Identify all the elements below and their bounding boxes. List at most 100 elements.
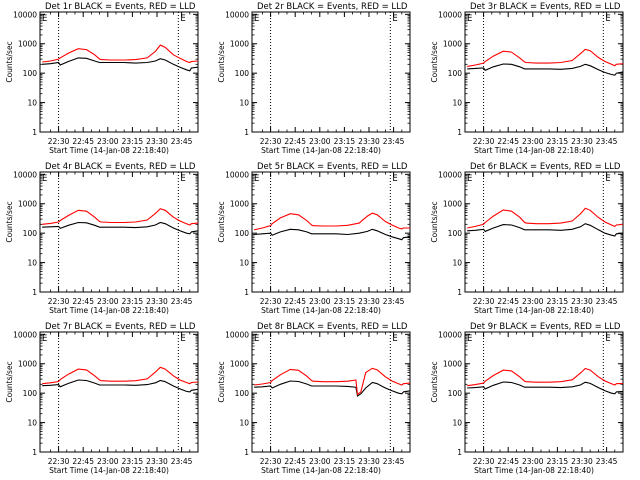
series-events-line bbox=[467, 63, 624, 76]
event-marker: E bbox=[180, 334, 185, 344]
series-lld-line bbox=[42, 208, 199, 226]
x-tick-label: 23:45 bbox=[171, 297, 193, 306]
x-axis-label: Start Time (14-Jan-08 22:18:40) bbox=[49, 306, 169, 315]
y-tick-label: 10 bbox=[27, 419, 37, 428]
x-tick-label: 23:30 bbox=[146, 137, 168, 146]
series-lld-line bbox=[42, 44, 199, 64]
y-tick-label: 100 bbox=[23, 69, 38, 78]
chart-title: Det 3r BLACK = Events, RED = LLD bbox=[470, 2, 621, 12]
y-tick-label: 1000 bbox=[443, 40, 462, 49]
x-tick-label: 22:30 bbox=[260, 457, 282, 466]
y-tick-label: 1 bbox=[244, 448, 249, 457]
x-tick-label: 23:45 bbox=[383, 137, 405, 146]
chart-title: Det 2r BLACK = Events, RED = LLD bbox=[257, 2, 408, 12]
x-axis-label: Start Time (14-Jan-08 22:18:40) bbox=[474, 146, 594, 155]
event-marker: E bbox=[42, 334, 47, 344]
x-tick-label: 23:30 bbox=[571, 137, 593, 146]
series-events-line bbox=[42, 379, 199, 393]
x-tick-label: 22:30 bbox=[48, 457, 70, 466]
y-tick-label: 10 bbox=[452, 419, 462, 428]
x-tick-label: 23:30 bbox=[358, 457, 380, 466]
y-tick-label: 1000 bbox=[18, 40, 37, 49]
y-tick-label: 100 bbox=[448, 69, 463, 78]
y-tick-label: 10000 bbox=[438, 330, 462, 339]
series-lld-line bbox=[467, 48, 624, 67]
x-tick-label: 23:45 bbox=[171, 457, 193, 466]
x-tick-label: 23:00 bbox=[97, 457, 119, 466]
y-tick-label: 10 bbox=[239, 99, 249, 108]
x-tick-label: 23:00 bbox=[522, 297, 544, 306]
y-tick-label: 1 bbox=[32, 448, 37, 457]
y-tick-label: 10000 bbox=[13, 10, 37, 19]
x-tick-label: 23:30 bbox=[358, 137, 380, 146]
y-axis-label: Counts/sec bbox=[430, 361, 439, 402]
x-tick-label: 23:30 bbox=[571, 457, 593, 466]
x-tick-label: 23:15 bbox=[334, 457, 356, 466]
series-events-line bbox=[42, 221, 199, 235]
event-marker: E bbox=[605, 174, 610, 184]
x-tick-label: 23:30 bbox=[146, 457, 168, 466]
chart-panel-9: Det 9r BLACK = Events, RED = LLD 1 10 100 10… bbox=[430, 322, 624, 475]
y-tick-label: 1 bbox=[457, 128, 462, 137]
y-tick-label: 10000 bbox=[13, 170, 37, 179]
y-tick-label: 10 bbox=[452, 99, 462, 108]
chart-title: Det 7r BLACK = Events, RED = LLD bbox=[45, 322, 196, 332]
series-events-line bbox=[467, 223, 624, 237]
x-tick-label: 22:45 bbox=[72, 137, 94, 146]
y-axis-label: Counts/sec bbox=[5, 361, 14, 402]
x-tick-label: 23:45 bbox=[596, 297, 618, 306]
y-tick-label: 100 bbox=[448, 389, 463, 398]
y-tick-label: 1000 bbox=[18, 360, 37, 369]
y-axis-label: Counts/sec bbox=[5, 201, 14, 242]
y-tick-label: 10 bbox=[239, 419, 249, 428]
series-lld-line bbox=[467, 207, 624, 229]
y-axis-label: Counts/sec bbox=[217, 361, 226, 402]
x-tick-label: 23:15 bbox=[122, 457, 144, 466]
x-tick-label: 23:15 bbox=[334, 297, 356, 306]
y-axis-label: Counts/sec bbox=[217, 201, 226, 242]
x-tick-label: 23:15 bbox=[122, 137, 144, 146]
event-marker: E bbox=[467, 334, 472, 344]
y-axis-label: Counts/sec bbox=[217, 41, 226, 82]
y-tick-label: 1000 bbox=[18, 200, 37, 209]
chart-panel-4: Det 4r BLACK = Events, RED = LLD 1 10 100 10… bbox=[5, 162, 199, 315]
chart-panel-6: Det 6r BLACK = Events, RED = LLD 1 10 100 10… bbox=[430, 162, 624, 315]
y-tick-label: 1000 bbox=[230, 200, 249, 209]
series-events-line bbox=[42, 57, 199, 72]
y-tick-label: 10 bbox=[27, 99, 37, 108]
y-tick-label: 100 bbox=[23, 229, 38, 238]
series-events-line bbox=[254, 380, 411, 397]
series-lld-line bbox=[467, 367, 624, 387]
chart-title: Det 4r BLACK = Events, RED = LLD bbox=[45, 162, 196, 172]
x-axis-label: Start Time (14-Jan-08 22:18:40) bbox=[261, 466, 381, 475]
x-tick-label: 22:45 bbox=[497, 297, 519, 306]
chart-title: Det 1r BLACK = Events, RED = LLD bbox=[45, 2, 196, 12]
x-tick-label: 23:00 bbox=[97, 297, 119, 306]
x-tick-label: 23:00 bbox=[522, 137, 544, 146]
event-marker: E bbox=[42, 14, 47, 24]
y-tick-label: 10000 bbox=[225, 10, 249, 19]
y-tick-label: 10000 bbox=[225, 330, 249, 339]
y-tick-label: 100 bbox=[235, 69, 250, 78]
x-tick-label: 23:00 bbox=[97, 137, 119, 146]
y-tick-label: 1000 bbox=[230, 40, 249, 49]
x-tick-label: 23:15 bbox=[547, 297, 569, 306]
x-tick-label: 22:45 bbox=[284, 297, 306, 306]
x-tick-label: 22:45 bbox=[497, 137, 519, 146]
event-marker: E bbox=[254, 14, 259, 24]
event-marker: E bbox=[392, 334, 397, 344]
x-tick-label: 22:45 bbox=[284, 457, 306, 466]
x-tick-label: 22:45 bbox=[284, 137, 306, 146]
x-tick-label: 22:30 bbox=[48, 297, 70, 306]
y-tick-label: 10000 bbox=[438, 10, 462, 19]
x-tick-label: 22:30 bbox=[48, 137, 70, 146]
x-axis-label: Start Time (14-Jan-08 22:18:40) bbox=[261, 306, 381, 315]
y-tick-label: 1000 bbox=[443, 200, 462, 209]
plot-frame bbox=[251, 331, 411, 453]
y-axis-label: Counts/sec bbox=[430, 41, 439, 82]
series-lld-line bbox=[42, 366, 199, 385]
x-tick-label: 23:30 bbox=[358, 297, 380, 306]
event-marker: E bbox=[605, 14, 610, 24]
y-tick-label: 100 bbox=[235, 389, 250, 398]
x-tick-label: 22:45 bbox=[497, 457, 519, 466]
